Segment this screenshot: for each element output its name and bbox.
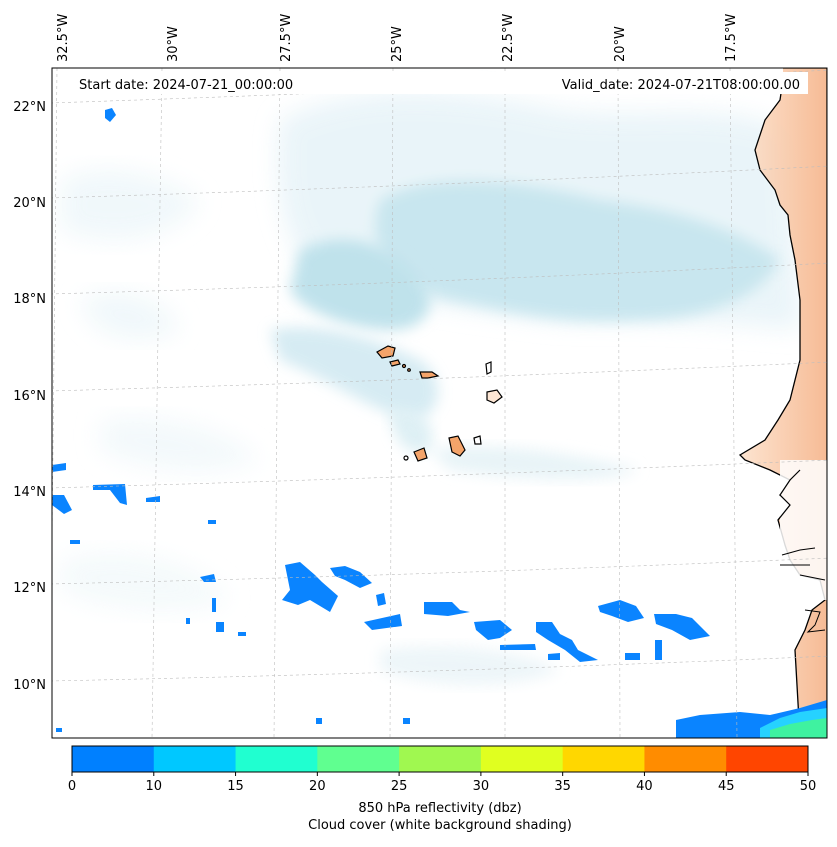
- lat-label: 18°N: [13, 292, 46, 307]
- lon-label: 25°W: [390, 26, 405, 62]
- colorbar-tick-label: 15: [227, 779, 244, 794]
- valid-date-label: Valid_date: 2024-07-21T08:00:00.00: [561, 78, 800, 93]
- lon-label: 17.5°W: [724, 14, 739, 62]
- colorbar-tick-label: 30: [473, 779, 490, 794]
- lat-label: 12°N: [13, 581, 46, 596]
- colorbar-tick-label: 10: [146, 779, 163, 794]
- colorbar-frame: [71, 745, 809, 773]
- colorbar-tick-label: 35: [554, 779, 571, 794]
- colorbar-tick-label: 50: [800, 779, 817, 794]
- lon-label: 30°W: [166, 26, 181, 62]
- colorbar-title: 850 hPa reflectivity (dbz): [358, 801, 522, 816]
- colorbar-segment: [562, 746, 645, 772]
- colorbar: 0 10 15 20 25 30 35 40 45 50: [68, 745, 817, 794]
- colorbar-tick-label: 40: [636, 779, 653, 794]
- colorbar-segment: [644, 746, 727, 772]
- map-frame: [51, 67, 828, 739]
- cape-verde-islands: [376, 345, 503, 462]
- colorbar-tick-label: 0: [68, 779, 76, 794]
- colorbar-segment: [153, 746, 237, 772]
- colorbar-tick-label: 45: [718, 779, 735, 794]
- colorbar-segment: [317, 746, 400, 772]
- lat-label: 22°N: [13, 100, 46, 115]
- reflectivity-higher-layer: [760, 708, 827, 738]
- colorbar-segment: [726, 746, 809, 772]
- colorbar-segment: [480, 746, 564, 772]
- colorbar-segment: [72, 746, 155, 772]
- africa-landmass: [738, 68, 827, 738]
- lat-label: 16°N: [13, 389, 46, 404]
- lon-label: 27.5°W: [279, 14, 294, 62]
- start-date-label: Start date: 2024-07-21_00:00:00: [79, 78, 294, 93]
- colorbar-tick-label: 20: [309, 779, 326, 794]
- colorbar-subtitle: Cloud cover (white background shading): [308, 818, 572, 833]
- longitude-labels: 32.5°W 30°W 27.5°W 25°W 22.5°W 20°W 17.5…: [56, 14, 739, 62]
- lon-label: 32.5°W: [56, 14, 71, 62]
- colorbar-segment: [235, 746, 318, 772]
- lat-label: 14°N: [13, 485, 46, 500]
- header-band: [66, 72, 808, 94]
- lon-label: 22.5°W: [501, 14, 516, 62]
- latitude-labels: 22°N 20°N 18°N 16°N 14°N 12°N 10°N: [13, 100, 46, 693]
- lat-label: 10°N: [13, 678, 46, 693]
- colorbar-segment: [399, 746, 482, 772]
- lat-label: 20°N: [13, 196, 46, 211]
- lon-label: 20°W: [613, 26, 628, 62]
- colorbar-tick-label: 25: [391, 779, 408, 794]
